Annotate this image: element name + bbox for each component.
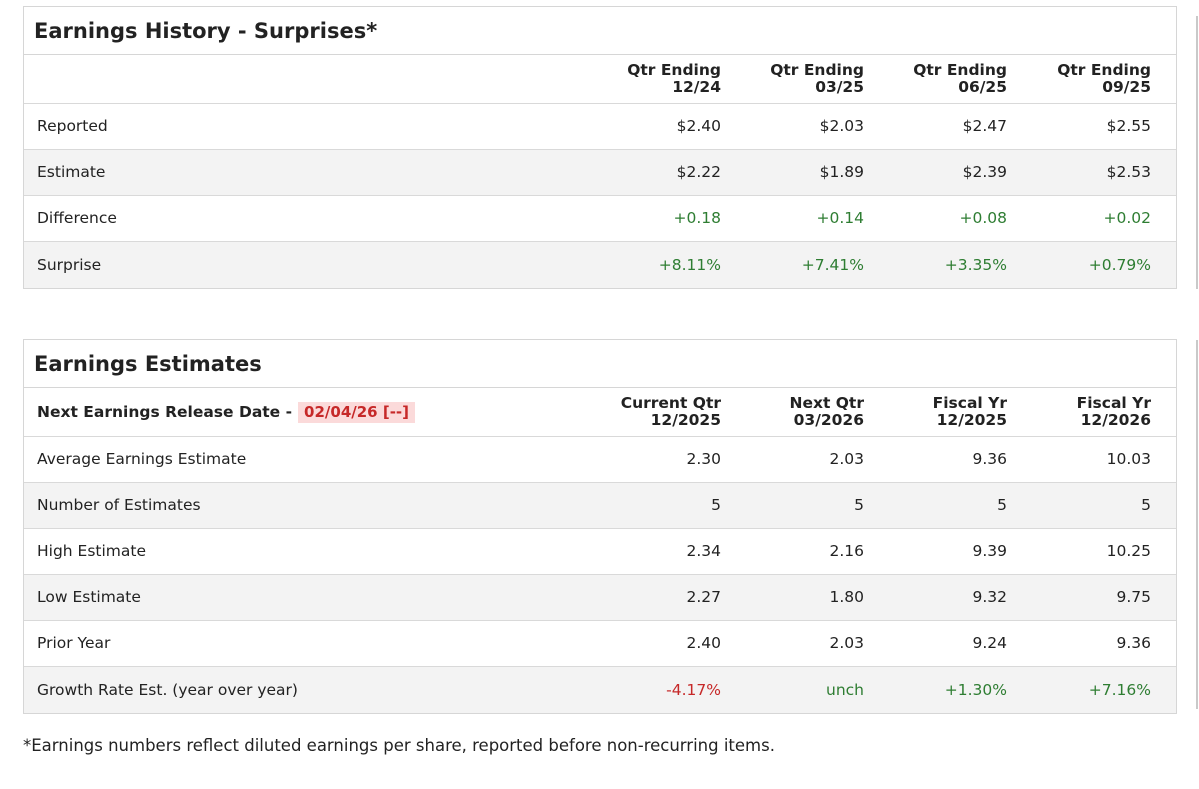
table-cell: -4.17% [666,680,721,699]
table-cell: $2.22 [676,163,721,181]
row-label: High Estimate [37,542,147,560]
earnings-estimates-panel: Earnings Estimates Next Earnings Release… [23,339,1177,714]
table-cell: 2.16 [829,542,864,560]
table-row-high-estimate: High Estimate 2.34 2.16 9.39 10.25 [24,529,1176,575]
table-cell: 9.39 [972,542,1007,560]
row-label: Difference [37,209,117,227]
row-label: Growth Rate Est. (year over year) [37,680,298,699]
scroll-edge-divider [1196,16,1198,289]
table-cell: $2.55 [1106,117,1151,135]
row-label: Low Estimate [37,588,141,606]
table-row-average-estimate: Average Earnings Estimate 2.30 2.03 9.36… [24,437,1176,483]
earnings-estimates-title: Earnings Estimates [24,340,1176,388]
table-cell: 2.34 [686,542,721,560]
table-cell: 5 [1141,496,1151,514]
row-label: Prior Year [37,634,111,652]
table-cell: +0.08 [959,209,1008,227]
table-row-low-estimate: Low Estimate 2.27 1.80 9.32 9.75 [24,575,1176,621]
table-row-surprise: Surprise +8.11% +7.41% +3.35% +0.79% [24,242,1176,288]
table-cell: +0.79% [1088,255,1151,274]
next-release-label-cell: Next Earnings Release Date - 02/04/26 [-… [24,401,590,423]
table-cell: +8.11% [658,255,721,274]
scroll-edge-divider [1196,340,1198,709]
table-cell: +3.35% [944,255,1007,274]
row-label: Reported [37,117,108,135]
column-header: Fiscal Yr 12/2025 [932,394,1007,429]
table-cell: 9.24 [972,634,1007,652]
table-cell: +7.41% [801,255,864,274]
table-cell: 9.32 [972,588,1007,606]
table-row-number-of-estimates: Number of Estimates 5 5 5 5 [24,483,1176,529]
table-row-prior-year: Prior Year 2.40 2.03 9.24 9.36 [24,621,1176,667]
table-cell: +0.18 [673,209,722,227]
column-header: Qtr Ending 03/25 [770,61,864,96]
table-cell: 9.75 [1116,588,1151,606]
table-row-growth-rate: Growth Rate Est. (year over year) -4.17%… [24,667,1176,713]
earnings-history-panel: Earnings History - Surprises* Qtr Ending… [23,6,1177,289]
table-cell: $2.53 [1106,163,1151,181]
table-cell: +0.14 [816,209,865,227]
row-label: Number of Estimates [37,496,201,514]
release-date-badge: 02/04/26 [--] [298,401,415,423]
column-header: Next Qtr 03/2026 [789,394,864,429]
table-cell: 2.03 [829,634,864,652]
footnote: *Earnings numbers reflect diluted earnin… [23,736,775,755]
table-row-estimate: Estimate $2.22 $1.89 $2.39 $2.53 [24,150,1176,196]
next-release-label: Next Earnings Release Date - [37,402,293,421]
table-row-reported: Reported $2.40 $2.03 $2.47 $2.55 [24,104,1176,150]
row-label: Surprise [37,255,102,274]
table-cell: unch [826,680,864,699]
table-row-difference: Difference +0.18 +0.14 +0.08 +0.02 [24,196,1176,242]
earnings-history-header-row: Qtr Ending 12/24 Qtr Ending 03/25 Qtr Endi… [24,55,1176,104]
table-cell: 2.27 [686,588,721,606]
table-cell: 5 [997,496,1007,514]
table-cell: $2.47 [962,117,1007,135]
column-header: Qtr Ending 09/25 [1057,61,1151,96]
table-cell: $2.03 [819,117,864,135]
table-cell: 10.25 [1106,542,1151,560]
column-header: Qtr Ending 06/25 [913,61,1007,96]
column-header: Qtr Ending 12/24 [627,61,721,96]
table-cell: 10.03 [1106,450,1151,468]
table-cell: 9.36 [972,450,1007,468]
table-cell: +1.30% [944,680,1007,699]
column-header: Current Qtr 12/2025 [620,394,721,429]
table-cell: 5 [711,496,721,514]
table-cell: $2.39 [962,163,1007,181]
table-cell: 2.40 [686,634,721,652]
table-cell: 1.80 [829,588,864,606]
row-label: Estimate [37,163,106,181]
table-cell: +7.16% [1088,680,1151,699]
earnings-estimates-header-row: Next Earnings Release Date - 02/04/26 [-… [24,388,1176,437]
table-cell: 9.36 [1116,634,1151,652]
table-cell: 5 [854,496,864,514]
column-header: Fiscal Yr 12/2026 [1076,394,1151,429]
table-cell: 2.30 [686,450,721,468]
table-cell: 2.03 [829,450,864,468]
table-cell: $2.40 [676,117,721,135]
table-cell: $1.89 [819,163,864,181]
row-label: Average Earnings Estimate [37,450,247,468]
earnings-history-title: Earnings History - Surprises* [24,7,1176,55]
table-cell: +0.02 [1103,209,1152,227]
